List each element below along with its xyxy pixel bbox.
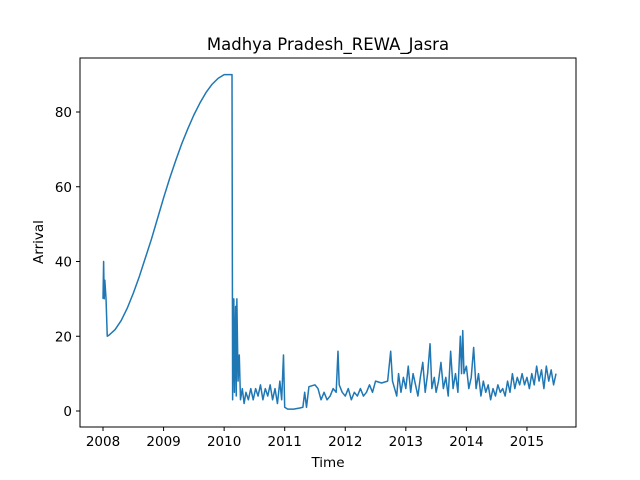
y-tick-label: 20	[55, 329, 72, 345]
axes-frame	[79, 57, 577, 428]
x-tick-label: 2014	[449, 434, 483, 450]
y-tick-label: 40	[55, 255, 72, 271]
x-tick-label: 2011	[268, 434, 302, 450]
x-tick-label: 2010	[207, 434, 241, 450]
x-tick-label: 2013	[389, 434, 423, 450]
x-tick-label: 2012	[328, 434, 362, 450]
x-axis-label: Time	[310, 455, 344, 471]
x-tick-label: 2008	[86, 434, 120, 450]
y-tick-label: 60	[55, 180, 72, 196]
y-tick-label: 80	[55, 105, 72, 121]
x-tick-label: 2009	[146, 434, 180, 450]
y-axis-label: Arrival	[31, 220, 47, 264]
y-tick-label: 0	[63, 404, 72, 420]
data-line	[102, 73, 557, 410]
x-tick-label: 2015	[510, 434, 544, 450]
chart-title: Madhya Pradesh_REWA_Jasra	[207, 35, 449, 55]
